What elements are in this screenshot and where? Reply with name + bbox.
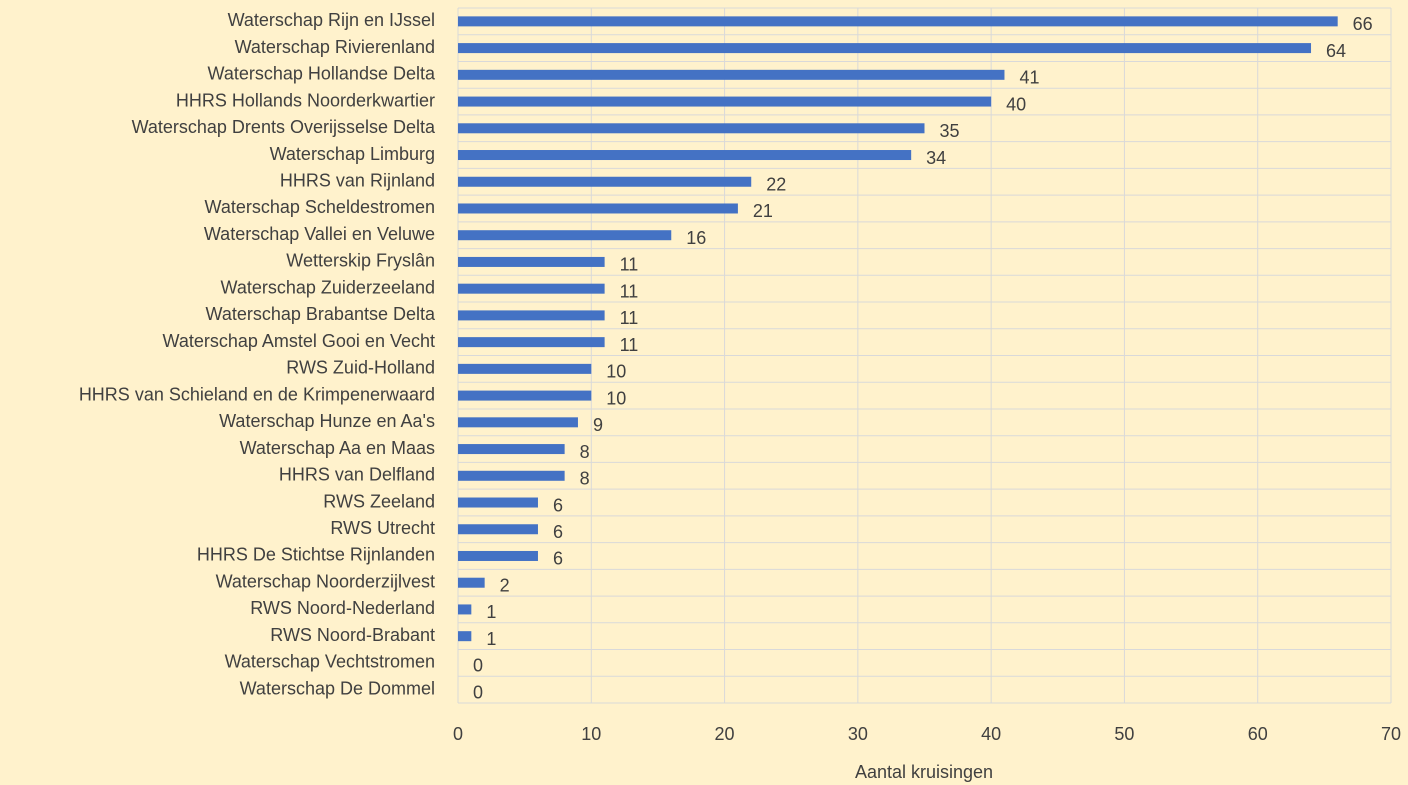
y-tick-label: Waterschap Rivierenland <box>235 37 435 57</box>
bar <box>458 283 605 294</box>
y-tick-label: HHRS Hollands Noorderkwartier <box>176 90 435 110</box>
y-tick-label: Waterschap Vechtstromen <box>225 652 435 672</box>
y-tick-label: Waterschap Aa en Maas <box>240 438 435 458</box>
y-tick-label: Waterschap Vallei en Veluwe <box>204 224 435 244</box>
data-label: 0 <box>473 656 483 676</box>
data-label: 41 <box>1019 68 1039 88</box>
x-tick-label: 10 <box>581 724 601 744</box>
y-tick-label: RWS Utrecht <box>330 518 435 538</box>
bar <box>458 256 605 267</box>
y-tick-label: HHRS De Stichtse Rijnlanden <box>197 545 435 565</box>
data-label: 6 <box>553 495 563 515</box>
data-label: 11 <box>620 335 639 355</box>
bar <box>458 524 538 535</box>
data-label: 1 <box>486 602 496 622</box>
data-label: 22 <box>766 175 786 195</box>
bar <box>458 337 605 348</box>
data-label: 40 <box>1006 94 1026 114</box>
bar <box>458 363 592 374</box>
y-tick-label: Waterschap Drents Overijsselse Delta <box>132 117 436 137</box>
bar <box>458 310 605 321</box>
x-tick-label: 60 <box>1248 724 1268 744</box>
data-label: 34 <box>926 148 946 168</box>
data-label: 8 <box>580 469 590 489</box>
bar <box>458 150 912 161</box>
y-tick-label: HHRS van Rijnland <box>280 171 435 191</box>
bar <box>458 123 925 134</box>
data-label: 10 <box>606 388 626 408</box>
bar <box>458 604 472 615</box>
bar <box>458 69 1005 80</box>
data-label: 21 <box>753 201 773 221</box>
y-tick-label: Waterschap Hunze en Aa's <box>219 411 435 431</box>
y-tick-label: Waterschap Limburg <box>270 144 435 164</box>
data-label: 8 <box>580 442 590 462</box>
x-axis-label: Aantal kruisingen <box>855 762 993 782</box>
y-tick-label: Waterschap Noorderzijlvest <box>216 571 435 591</box>
bar <box>458 16 1338 27</box>
data-label: 10 <box>606 362 626 382</box>
y-tick-label: Wetterskip Fryslân <box>286 251 435 271</box>
data-label: 2 <box>500 575 510 595</box>
y-tick-label: RWS Zeeland <box>323 491 435 511</box>
data-label: 6 <box>553 549 563 569</box>
bar <box>458 577 485 588</box>
bar <box>458 230 672 241</box>
data-label: 6 <box>553 522 563 542</box>
y-tick-label: Waterschap Brabantse Delta <box>206 304 436 324</box>
y-tick-label: Waterschap Amstel Gooi en Vecht <box>163 331 435 351</box>
y-tick-label: HHRS van Schieland en de Krimpenerwaard <box>79 384 435 404</box>
data-label: 64 <box>1326 41 1346 61</box>
bar <box>458 550 538 561</box>
data-label: 11 <box>620 281 639 301</box>
data-label: 11 <box>620 308 639 328</box>
data-label: 11 <box>620 255 639 275</box>
data-label: 9 <box>593 415 603 435</box>
x-tick-label: 50 <box>1114 724 1134 744</box>
bar <box>458 390 592 401</box>
bar <box>458 631 472 642</box>
y-tick-label: Waterschap Hollandse Delta <box>208 64 436 84</box>
bar <box>458 497 538 508</box>
x-tick-label: 20 <box>715 724 735 744</box>
bar <box>458 470 565 481</box>
y-tick-label: Waterschap De Dommel <box>240 678 435 698</box>
x-tick-label: 40 <box>981 724 1001 744</box>
data-label: 0 <box>473 682 483 702</box>
bar <box>458 43 1312 54</box>
y-tick-label: Waterschap Rijn en IJssel <box>228 10 435 30</box>
data-label: 1 <box>486 629 496 649</box>
y-tick-label: HHRS van Delfland <box>279 465 435 485</box>
y-tick-label: RWS Zuid-Holland <box>286 358 435 378</box>
bar <box>458 176 752 187</box>
y-tick-label: Waterschap Zuiderzeeland <box>221 277 435 297</box>
x-tick-label: 70 <box>1381 724 1401 744</box>
bar <box>458 417 578 428</box>
x-tick-label: 30 <box>848 724 868 744</box>
data-label: 66 <box>1353 14 1373 34</box>
y-tick-label: RWS Noord-Nederland <box>250 598 435 618</box>
x-tick-label: 0 <box>453 724 463 744</box>
data-label: 16 <box>686 228 706 248</box>
data-label: 35 <box>940 121 960 141</box>
bar <box>458 444 565 455</box>
y-tick-label: RWS Noord-Brabant <box>270 625 435 645</box>
bar <box>458 203 738 214</box>
y-tick-label: Waterschap Scheldestromen <box>205 197 435 217</box>
bar <box>458 96 992 107</box>
